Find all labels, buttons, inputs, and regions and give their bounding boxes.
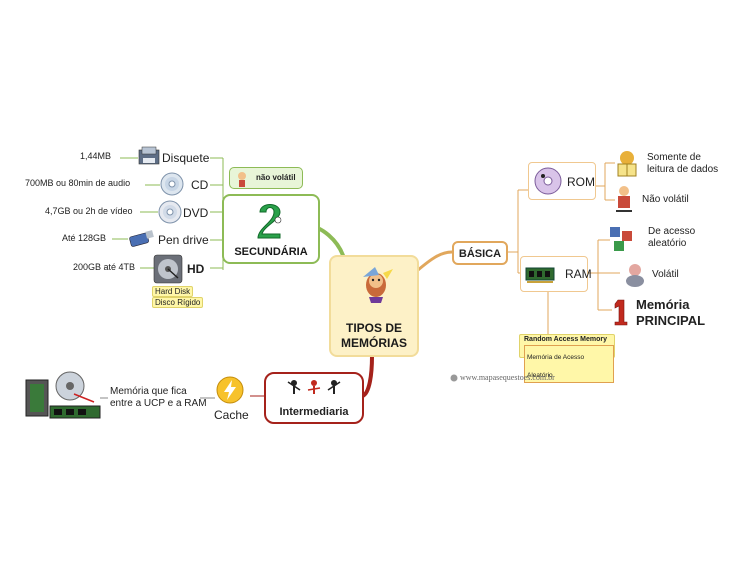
- number-one-icon: [614, 299, 628, 326]
- cd-icon: [160, 172, 184, 196]
- ram-tag-en: Random Access Memory: [524, 336, 607, 343]
- capacity-pen-drive: Até 128GB: [62, 233, 107, 243]
- capacity-hd: 200GB até 4TB: [73, 262, 136, 272]
- center-title-line1: TIPOS DE: [345, 321, 402, 335]
- capacity-dvd: 4,7GB ou 2h de vídeo: [45, 206, 133, 216]
- rom-cd-character-icon: [534, 167, 562, 195]
- intermediaria-node[interactable]: Intermediaria: [264, 372, 364, 424]
- ram-node[interactable]: RAM: [520, 256, 592, 292]
- secundaria-node[interactable]: SECUNDÁRIA: [222, 194, 320, 264]
- website-icon: [450, 374, 458, 382]
- cache-desc-line1: Memória que fica: [110, 386, 187, 397]
- item-hd[interactable]: HD: [187, 262, 205, 276]
- ram-tag-pt: Memória de Acesso Aleatório: [527, 354, 585, 379]
- rom-desc1-line2: leitura de dados: [647, 164, 719, 175]
- dancing-figures-icon: [287, 380, 341, 394]
- secundaria-title: SECUNDÁRIA: [234, 246, 308, 258]
- cache-label[interactable]: Cache: [214, 408, 249, 422]
- rom-label: ROM: [567, 175, 595, 189]
- floppy-icon: [138, 146, 160, 165]
- ram-label: RAM: [565, 267, 592, 281]
- nao-volatil-character-icon: [616, 186, 632, 212]
- cache-desc-line2: entre a UCP e a RAM: [110, 398, 207, 409]
- item-dvd[interactable]: DVD: [183, 206, 209, 220]
- capacity-disquete: 1,44MB: [80, 151, 112, 161]
- ram-desc2: Volátil: [652, 269, 679, 280]
- random-access-character-icon: [610, 227, 632, 251]
- rom-node[interactable]: ROM: [528, 162, 596, 200]
- dvd-icon: [158, 200, 182, 224]
- memoria-principal-line2: PRINCIPAL: [636, 313, 706, 328]
- intermediaria-title: Intermediaria: [279, 406, 349, 418]
- basica-title: BÁSICA: [458, 248, 502, 260]
- item-pen-drive[interactable]: Pen drive: [158, 233, 209, 247]
- number-two-icon: [257, 204, 282, 239]
- capacity-cd: 700MB ou 80min de audio: [25, 178, 131, 188]
- volatile-character-icon: [626, 264, 644, 287]
- random-access-memory-tag: Random Access Memory Memória de Acesso A…: [519, 334, 615, 383]
- memory-character-icon: [363, 267, 393, 303]
- hard-disk-tag: Hard Disk: [152, 286, 194, 297]
- memoria-principal-line1: Memória: [636, 297, 690, 312]
- center-node[interactable]: TIPOS DE MEMÓRIAS: [329, 255, 419, 357]
- reading-character-icon: [617, 151, 637, 177]
- ram-tag-pt-box: Memória de Acesso Aleatório: [524, 345, 614, 383]
- disco-rigido-tag: Disco Rígido: [152, 297, 204, 308]
- pen-drive-icon: [129, 230, 154, 247]
- nao-volatil-label: não volátil: [256, 173, 296, 182]
- lightning-icon: [216, 376, 244, 404]
- basica-node[interactable]: BÁSICA: [452, 241, 508, 265]
- item-cd[interactable]: CD: [191, 178, 209, 192]
- ram-desc1-line1: De acesso: [648, 226, 696, 237]
- ram-module-icon: [525, 267, 555, 283]
- watermark: www.mapasequestoes.com.br: [460, 373, 555, 382]
- center-title-line2: MEMÓRIAS: [341, 336, 407, 350]
- ram-desc1-line2: aleatório: [648, 238, 687, 249]
- nao-volatil-badge: não volátil: [229, 167, 303, 189]
- item-disquete[interactable]: Disquete: [162, 151, 210, 165]
- cpu-cache-diagram-icon: [25, 371, 101, 419]
- rom-desc2: Não volátil: [642, 194, 689, 205]
- hard-disk-icon: [153, 254, 183, 284]
- rom-desc1-line1: Somente de: [647, 152, 701, 163]
- character-icon: [238, 172, 246, 187]
